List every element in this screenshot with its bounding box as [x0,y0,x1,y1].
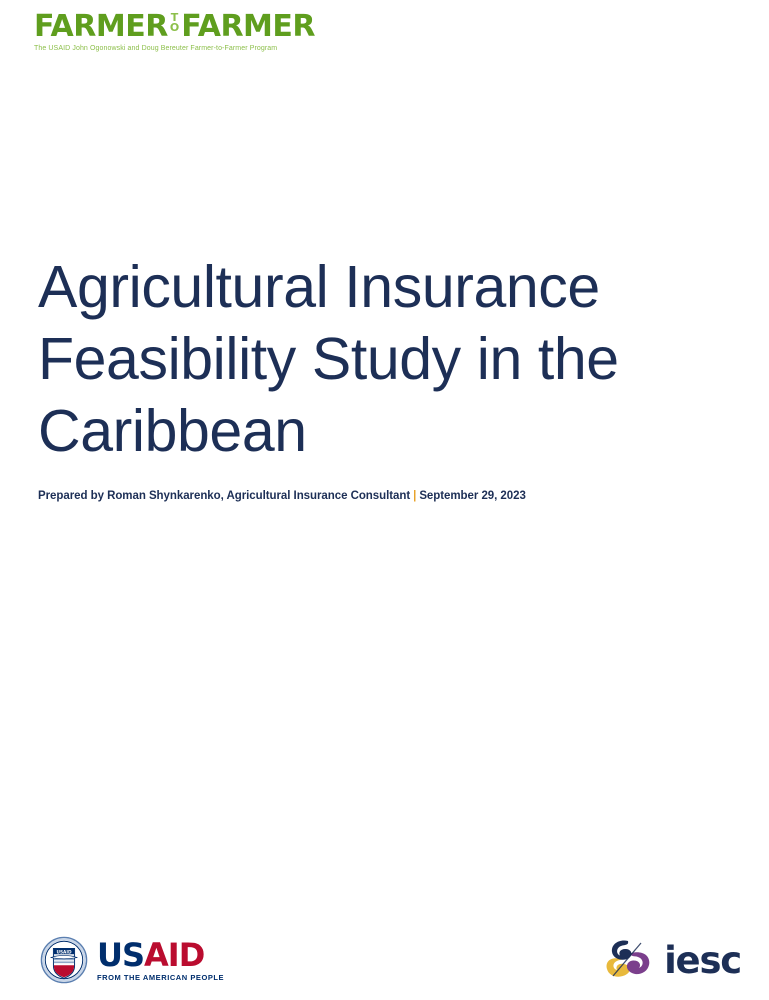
to-connector-bottom: O [169,21,180,35]
to-connector-top: T [170,11,179,24]
farmer-to-farmer-logo: FARMER T O FARMER The USAID John Ogonows… [34,12,354,53]
usaid-word-aid: AID [144,935,205,974]
byline-date: September 29, 2023 [419,489,526,502]
farmer-word-right: FARMER [181,9,316,44]
document-byline: Prepared by Roman Shynkarenko, Agricultu… [38,490,718,502]
iesc-wordmark: iesc [664,938,742,982]
farmer-to-farmer-wordmark: FARMER T O FARMER [34,12,354,42]
usaid-motto: FROM THE AMERICAN PEOPLE [97,972,225,982]
byline-separator: | [413,489,417,502]
farmer-word-left: FARMER [34,9,168,44]
page-title: Agricultural Insurance Feasibility Study… [38,252,718,468]
to-connector: T O [169,11,180,35]
title-line-2: Feasibility Study in the [38,325,619,392]
usaid-logo: USAID USAID FROM THE AMERICAN PEOPLE [40,936,224,984]
usaid-word-us: US [97,935,145,974]
title-line-1: Agricultural Insurance [38,254,600,320]
usaid-seal-icon: USAID [40,936,88,984]
title-block: Agricultural Insurance Feasibility Study… [38,252,718,502]
byline-author: Prepared by Roman Shynkarenko, Agricultu… [38,489,411,502]
footer-logos: USAID USAID FROM THE AMERICAN PEOPLE [0,924,769,986]
title-line-3: Caribbean [38,397,307,464]
iesc-mark-icon [602,936,654,984]
usaid-wordmark: USAID FROM THE AMERICAN PEOPLE [97,939,224,982]
usaid-word: USAID [97,939,224,971]
farmer-to-farmer-tagline: The USAID John Ogonowski and Doug Bereut… [34,45,278,52]
iesc-logo: iesc [602,936,742,984]
svg-text:USAID: USAID [56,949,72,955]
